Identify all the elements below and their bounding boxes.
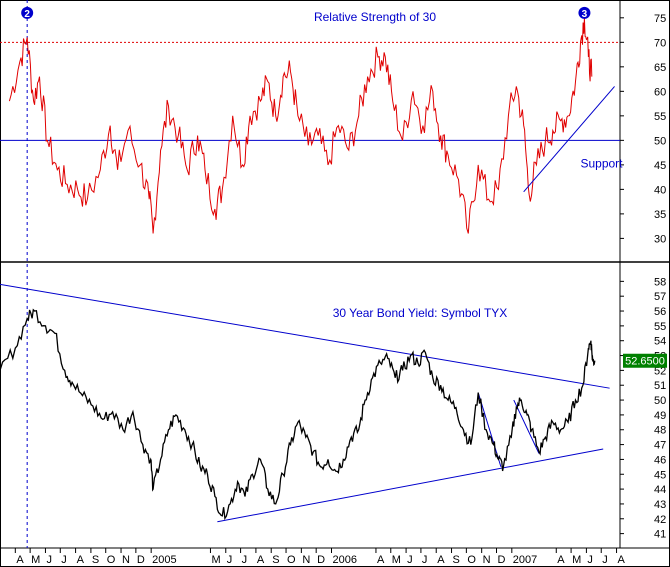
rsi-tick-label: 50 <box>654 135 666 147</box>
x-tick-label: N <box>483 554 491 566</box>
marker-2: 2 <box>21 6 34 20</box>
x-tick-label: O <box>467 554 476 566</box>
x-tick-label: O <box>287 554 296 566</box>
x-tick-label: J <box>422 554 428 566</box>
yield-line <box>0 308 596 521</box>
yield-y-ticks: 585756555453525150494847464544434241 <box>620 276 666 541</box>
yield-tick-label: 42 <box>654 514 666 526</box>
x-tick-label: J <box>227 554 233 566</box>
x-tick-label: 2006 <box>332 554 356 566</box>
x-tick-label: J <box>242 554 248 566</box>
last-price-label: 52.6500 <box>625 356 665 368</box>
x-tick-label: J <box>407 554 413 566</box>
x-tick-label: A <box>377 554 385 566</box>
x-tick-label: D <box>497 554 505 566</box>
x-tick-label: D <box>137 554 145 566</box>
rsi-tick-label: 60 <box>654 86 666 98</box>
x-tick-label: J <box>602 554 608 566</box>
x-tick-label: 2005 <box>152 554 176 566</box>
rsi-title: Relative Strength of 30 <box>314 10 436 24</box>
x-tick-label: A <box>257 554 265 566</box>
marker-2-circle <box>21 6 34 19</box>
rsi-tick-label: 75 <box>654 13 666 25</box>
x-tick-label: N <box>122 554 130 566</box>
yield-tick-label: 52 <box>654 365 666 377</box>
rsi-tick-label: 30 <box>654 233 666 245</box>
x-tick-label: J <box>587 554 593 566</box>
yield-tick-label: 56 <box>654 306 666 318</box>
x-tick-label: N <box>302 554 310 566</box>
x-tick-label: M <box>211 554 220 566</box>
x-tick-label: A <box>437 554 445 566</box>
marker-3-label: 3 <box>582 9 588 20</box>
x-tick-label: A <box>557 554 565 566</box>
yield-tick-label: 45 <box>654 469 666 481</box>
rsi-line <box>8 17 593 234</box>
yield-tick-label: 49 <box>654 410 666 422</box>
yield-tick-label: 47 <box>654 440 666 452</box>
marker-3: 3 <box>578 6 591 20</box>
yield-tick-label: 57 <box>654 291 666 303</box>
yield-tick-label: 54 <box>654 336 666 348</box>
x-tick-label: A <box>618 554 626 566</box>
rsi-tick-label: 55 <box>654 111 666 123</box>
yield-tick-label: 44 <box>654 484 666 496</box>
last-price-badge: 52.6500 <box>623 353 667 368</box>
yield-trend-lines <box>0 283 610 523</box>
x-tick-label: M <box>572 554 581 566</box>
x-tick-label: A <box>16 554 24 566</box>
rsi-tick-label: 45 <box>654 160 666 172</box>
last-price-box <box>623 353 667 368</box>
marker-2-label: 2 <box>24 9 30 20</box>
rsi-tick-label: 65 <box>654 62 666 74</box>
rsi-tick-label: 35 <box>654 209 666 221</box>
yield-tick-label: 48 <box>654 425 666 437</box>
yield-tick-label: 50 <box>654 395 666 407</box>
rsi-tick-label: 70 <box>654 37 666 49</box>
yield-tick-label: 41 <box>654 529 666 541</box>
yield-tick-label: 51 <box>654 380 666 392</box>
trend-line <box>0 283 610 389</box>
x-tick-label: M <box>31 554 40 566</box>
trend-line <box>217 448 604 523</box>
marker-3-circle <box>578 6 591 19</box>
yield-panel: 30 Year Bond Yield: Symbol TYX 58 57 56 55 5… <box>0 276 667 541</box>
x-tick-label: A <box>77 554 85 566</box>
yield-tick-label: 43 <box>654 499 666 511</box>
rsi-y-ticks: 75 70 65 60 55 50 45 40 35 30 <box>620 13 666 245</box>
rsi-panel: Relative Strength of 30 75 70 65 60 55 50 45 40… <box>0 6 666 245</box>
yield-tick-label: 58 <box>654 276 666 288</box>
x-tick-label: S <box>92 554 99 566</box>
yield-title: 30 Year Bond Yield: Symbol TYX <box>333 306 508 320</box>
x-tick-label: J <box>46 554 52 566</box>
x-tick-label: 2007 <box>513 554 537 566</box>
x-tick-label: M <box>392 554 401 566</box>
yield-tick-label: 55 <box>654 321 666 333</box>
x-tick-label: O <box>107 554 116 566</box>
x-tick-label: S <box>453 554 460 566</box>
support-line <box>523 86 615 193</box>
x-tick-label: S <box>272 554 279 566</box>
x-tick-label: J <box>61 554 67 566</box>
yield-tick-label: 46 <box>654 454 666 466</box>
x-tick-label: D <box>317 554 325 566</box>
support-label: Support <box>580 156 623 170</box>
trend-line <box>513 399 540 454</box>
x-axis-ticks: A M J J A S O N D 2005 M J J A S O N D 2006 A M J J A S O N D 2007 A M… <box>14 548 626 566</box>
rsi-tick-label: 40 <box>654 184 666 196</box>
